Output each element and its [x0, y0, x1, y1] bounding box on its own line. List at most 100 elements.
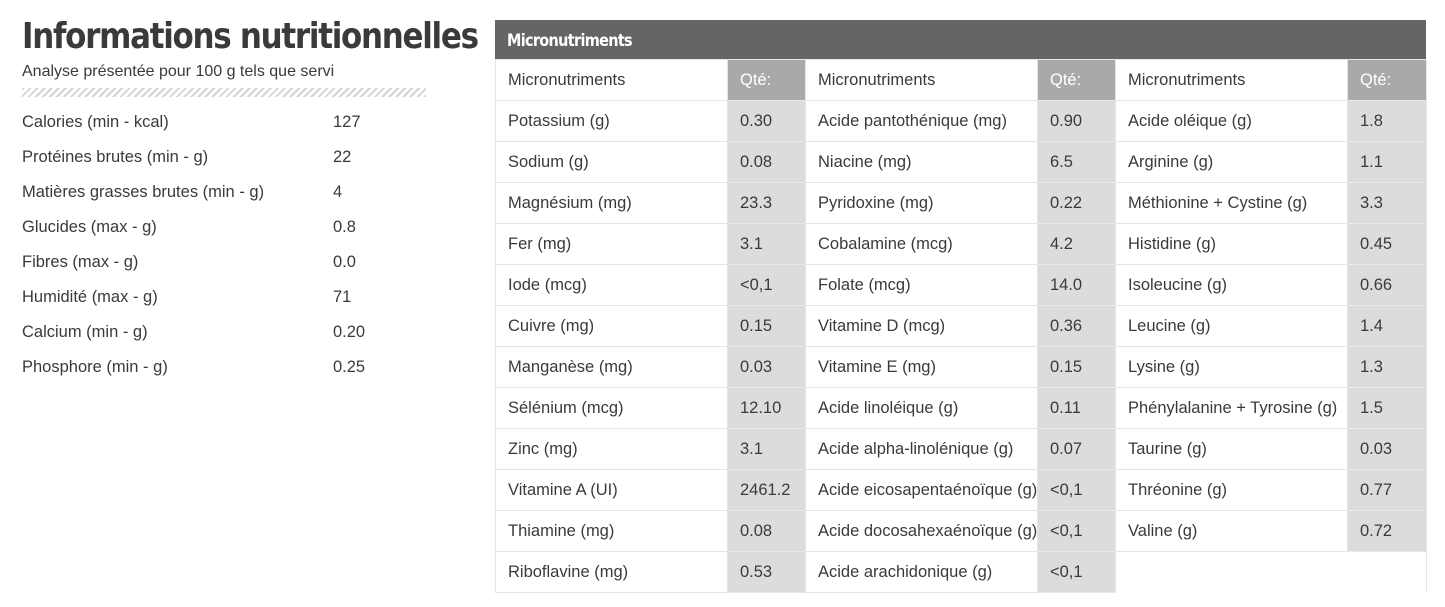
- micronutrients-header-label: Micronutriments: [507, 31, 633, 51]
- micronutrient-qty: 1.8: [1347, 100, 1427, 142]
- micronutrient-qty: 1.3: [1347, 346, 1427, 388]
- macro-value: 4: [333, 183, 343, 201]
- micronutrient-qty: 0.11: [1037, 387, 1116, 429]
- micronutrient-qty: 0.36: [1037, 305, 1116, 347]
- macro-label: Phosphore (min - g): [22, 358, 168, 376]
- micronutrient-name: Arginine (g): [1115, 141, 1348, 183]
- table-row: Magnésium (mg) 23.3 Pyridoxine (mg) 0.22 Mét…: [495, 182, 1427, 224]
- table-row: Fer (mg) 3.1 Cobalamine (mcg) 4.2 Histidine …: [495, 223, 1427, 265]
- micronutrient-name: Valine (g): [1115, 510, 1348, 552]
- micronutrient-qty: 0.77: [1347, 469, 1427, 511]
- micronutrient-name: Riboflavine (mg): [495, 551, 728, 593]
- table-row: Zinc (mg) 3.1 Acide alpha-linolénique (g) 0…: [495, 428, 1427, 470]
- table-row: Manganèse (mg) 0.03 Vitamine E (mg) 0.15 Lys…: [495, 346, 1427, 388]
- macro-label: Calcium (min - g): [22, 323, 148, 341]
- micronutrient-name: Méthionine + Cystine (g): [1115, 182, 1348, 224]
- empty-cell: [1347, 551, 1427, 593]
- micronutrient-qty: 23.3: [727, 182, 806, 224]
- micronutrient-name: Manganèse (mg): [495, 346, 728, 388]
- column-header-qty: Qté:: [1347, 59, 1427, 101]
- macro-label: Glucides (max - g): [22, 218, 157, 236]
- macro-label: Matières grasses brutes (min - g): [22, 183, 265, 201]
- micronutrient-name: Acide oléique (g): [1115, 100, 1348, 142]
- micronutrient-qty: <0,1: [727, 264, 806, 306]
- macro-row: Phosphore (min - g) 0.25: [22, 356, 426, 391]
- micronutrient-name: Thiamine (mg): [495, 510, 728, 552]
- micronutrients-panel: Micronutriments Micronutriments Qté: Micro…: [495, 20, 1427, 593]
- micronutrient-name: Taurine (g): [1115, 428, 1348, 470]
- table-row: Potassium (g) 0.30 Acide pantothénique (mg…: [495, 100, 1427, 142]
- macro-label: Protéines brutes (min - g): [22, 148, 209, 166]
- micronutrient-qty: 0.08: [727, 510, 806, 552]
- micronutrient-qty: 0.08: [727, 141, 806, 183]
- analysis-subtitle: Analyse présentée pour 100 g tels que se…: [22, 63, 335, 80]
- micronutrient-name: Magnésium (mg): [495, 182, 728, 224]
- macro-value: 0.8: [333, 218, 356, 236]
- macro-value: 0.25: [333, 358, 366, 376]
- table-row: Thiamine (mg) 0.08 Acide docosahexaénoïque…: [495, 510, 1427, 552]
- micronutrient-qty: 1.1: [1347, 141, 1427, 183]
- micronutrient-name: Acide linoléique (g): [805, 387, 1038, 429]
- micronutrient-qty: 0.53: [727, 551, 806, 593]
- micronutrient-name: Isoleucine (g): [1115, 264, 1348, 306]
- micronutrient-name: Cobalamine (mcg): [805, 223, 1038, 265]
- micronutrient-name: Vitamine D (mcg): [805, 305, 1038, 347]
- micronutrient-name: Acide pantothénique (mg): [805, 100, 1038, 142]
- micronutrient-qty: 0.72: [1347, 510, 1427, 552]
- column-header-name: Micronutriments: [1115, 59, 1348, 101]
- table-row: Riboflavine (mg) 0.53 Acide arachidonique …: [495, 551, 1427, 593]
- table-row: Sodium (g) 0.08 Niacine (mg) 6.5 Arginine (g…: [495, 141, 1427, 183]
- column-header-name: Micronutriments: [495, 59, 728, 101]
- micronutrient-name: Acide eicosapentaénoïque (g): [805, 469, 1038, 511]
- micronutrient-qty: 3.1: [727, 428, 806, 470]
- micronutrient-name: Thréonine (g): [1115, 469, 1348, 511]
- micronutrients-header: Micronutriments: [495, 20, 1426, 59]
- micronutrient-qty: 4.2: [1037, 223, 1116, 265]
- micronutrient-name: Vitamine A (UI): [495, 469, 728, 511]
- micronutrient-qty: 12.10: [727, 387, 806, 429]
- micronutrient-qty: <0,1: [1037, 510, 1116, 552]
- macro-row: Humidité (max - g) 71: [22, 286, 426, 321]
- micronutrient-name: Acide alpha-linolénique (g): [805, 428, 1038, 470]
- macro-value: 0.20: [333, 323, 366, 341]
- micronutrient-name: Fer (mg): [495, 223, 728, 265]
- macro-row: Matières grasses brutes (min - g) 4: [22, 181, 426, 216]
- table-row: Sélénium (mcg) 12.10 Acide linoléique (g) 0…: [495, 387, 1427, 429]
- micronutrient-name: Acide docosahexaénoïque (g): [805, 510, 1038, 552]
- micronutrient-qty: 0.15: [1037, 346, 1116, 388]
- micronutrient-name: Sodium (g): [495, 141, 728, 183]
- micronutrient-name: Niacine (mg): [805, 141, 1038, 183]
- micronutrient-name: Leucine (g): [1115, 305, 1348, 347]
- decorative-divider: [22, 88, 426, 97]
- micronutrients-table-header-row: Micronutriments Qté: Micronutriments Qté: Mi…: [495, 59, 1427, 101]
- micronutrient-name: Potassium (g): [495, 100, 728, 142]
- micronutrient-qty: 1.5: [1347, 387, 1427, 429]
- macro-row: Protéines brutes (min - g) 22: [22, 146, 426, 181]
- page-title: Informations nutritionnelles: [22, 16, 479, 57]
- macro-label: Calories (min - kcal): [22, 113, 169, 131]
- micronutrient-qty: 0.22: [1037, 182, 1116, 224]
- micronutrient-qty: 0.07: [1037, 428, 1116, 470]
- micronutrient-name: Phénylalanine + Tyrosine (g): [1115, 387, 1348, 429]
- macro-row: Fibres (max - g) 0.0: [22, 251, 426, 286]
- macro-value: 71: [333, 288, 352, 306]
- micronutrient-name: Vitamine E (mg): [805, 346, 1038, 388]
- micronutrient-qty: 14.0: [1037, 264, 1116, 306]
- empty-cell: [1115, 551, 1348, 593]
- micronutrient-qty: 3.1: [727, 223, 806, 265]
- micronutrient-qty: 2461.2: [727, 469, 806, 511]
- micronutrient-qty: 0.90: [1037, 100, 1116, 142]
- micronutrient-name: Acide arachidonique (g): [805, 551, 1038, 593]
- micronutrient-name: Zinc (mg): [495, 428, 728, 470]
- micronutrient-name: Pyridoxine (mg): [805, 182, 1038, 224]
- macro-nutrient-list: Calories (min - kcal) 127 Protéines brutes…: [22, 111, 426, 391]
- table-row: Vitamine A (UI) 2461.2 Acide eicosapentaén…: [495, 469, 1427, 511]
- micronutrient-qty: 6.5: [1037, 141, 1116, 183]
- macro-row: Calories (min - kcal) 127: [22, 111, 426, 146]
- column-header-name: Micronutriments: [805, 59, 1038, 101]
- micronutrient-qty: 0.15: [727, 305, 806, 347]
- micronutrient-qty: 3.3: [1347, 182, 1427, 224]
- micronutrient-qty: 0.30: [727, 100, 806, 142]
- micronutrients-table: Micronutriments Qté: Micronutriments Qté: Mi…: [495, 59, 1427, 593]
- macro-row: Glucides (max - g) 0.8: [22, 216, 426, 251]
